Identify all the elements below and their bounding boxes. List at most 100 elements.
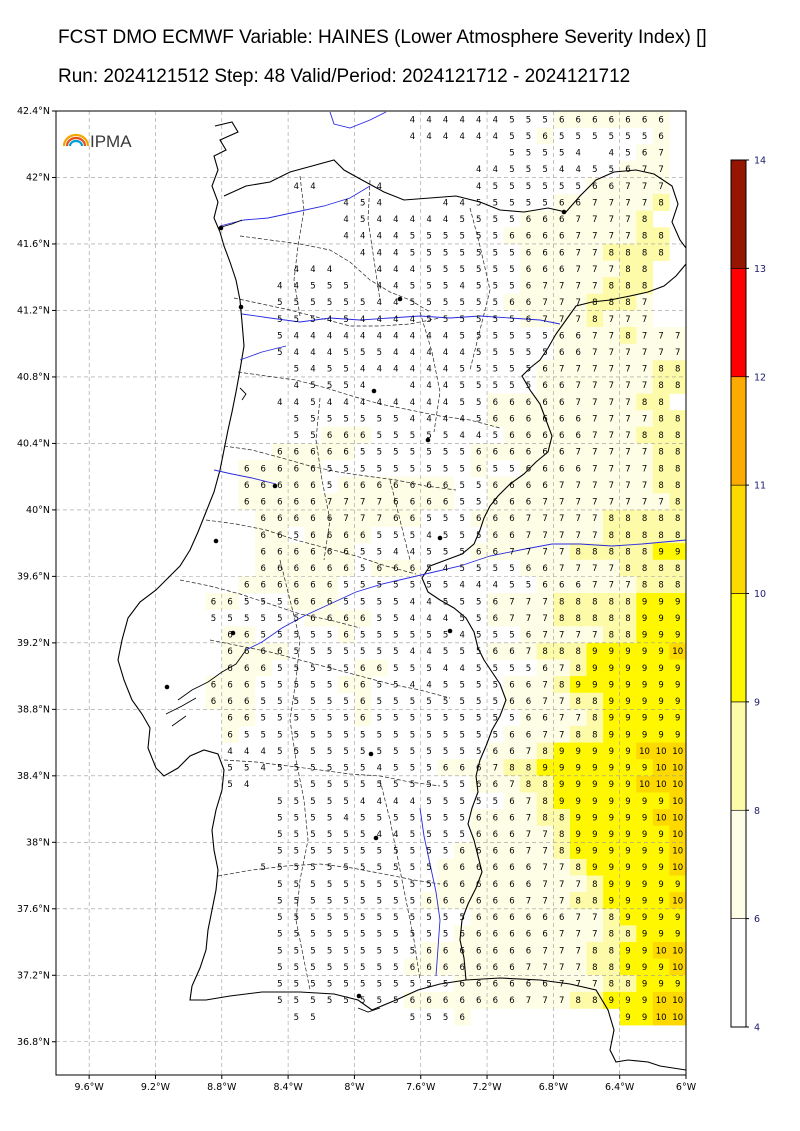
value-cell	[603, 609, 620, 627]
grid-value: 8	[542, 780, 547, 790]
colorbar-segment	[730, 484, 747, 594]
value-cell	[470, 809, 488, 826]
value-cell	[603, 825, 620, 843]
grid-value: 7	[559, 946, 564, 956]
grid-value: 10	[689, 797, 700, 807]
grid-value: 6	[526, 481, 531, 491]
grid-value: 5	[393, 996, 398, 1006]
grid-value: 6	[277, 498, 282, 508]
grid-value: 7	[592, 331, 597, 341]
grid-value: 8	[642, 232, 647, 242]
grid-value: 9	[592, 647, 597, 657]
value-cell	[487, 593, 504, 610]
value-cell	[254, 576, 272, 594]
grid-value: 9	[625, 780, 630, 790]
grid-value: 5	[377, 631, 382, 641]
grid-value: 5	[360, 730, 365, 740]
grid-value: 7	[592, 930, 597, 940]
colorbar-segment	[730, 701, 747, 811]
grid-value: 5	[310, 730, 315, 740]
value-cell	[520, 942, 538, 959]
grid-value: 6	[542, 564, 547, 574]
grid-value: 6	[493, 813, 498, 823]
value-cell	[503, 642, 521, 660]
value-cell	[669, 360, 686, 378]
value-cell	[520, 277, 538, 295]
grid-value: 4	[410, 331, 415, 341]
value-cell	[520, 393, 538, 411]
grid-value: 7	[542, 996, 547, 1006]
value-cell	[487, 526, 504, 544]
grid-value: 5	[377, 730, 382, 740]
grid-value: 7	[509, 597, 514, 607]
value-cell	[569, 742, 587, 760]
value-cell	[669, 376, 686, 394]
grid-value: 6	[509, 398, 514, 408]
colorbar-label: 11	[754, 481, 766, 492]
colorbar-label: 8	[754, 806, 760, 817]
value-cell	[603, 360, 620, 378]
grid-value: 4	[310, 348, 315, 358]
grid-value: 7	[592, 198, 597, 208]
grid-value: 6	[443, 863, 448, 873]
grid-value: 5	[426, 913, 431, 923]
grid-value: 9	[592, 847, 597, 857]
city-dot	[213, 538, 219, 544]
value-cell	[569, 825, 587, 843]
grid-value: 5	[393, 664, 398, 674]
grid-value: 5	[459, 464, 464, 474]
grid-value: 5	[509, 365, 514, 375]
grid-value: 8	[609, 298, 614, 308]
grid-value: 5	[261, 614, 266, 624]
grid-value: 7	[576, 215, 581, 225]
value-cell	[569, 626, 587, 644]
value-cell	[487, 443, 504, 461]
grid-value: 5	[526, 182, 531, 192]
grid-value: 7	[559, 996, 564, 1006]
grid-value: 5	[443, 464, 448, 474]
value-cell	[536, 875, 554, 893]
grid-value: 8	[576, 863, 581, 873]
grid-value: 4	[343, 813, 348, 823]
grid-value: 6	[360, 431, 365, 441]
value-cell	[553, 725, 571, 743]
grid-value: 6	[443, 996, 448, 1006]
grid-value: 5	[509, 664, 514, 674]
value-cell	[569, 692, 587, 710]
value-cell	[221, 642, 239, 660]
grid-value: 4	[410, 797, 415, 807]
colorbar-segment	[730, 268, 747, 378]
value-cell	[586, 775, 604, 793]
grid-value: 7	[642, 198, 647, 208]
grid-value: 6	[493, 913, 498, 923]
grid-value: 5	[410, 697, 415, 707]
grid-value: 6	[526, 631, 531, 641]
grid-value: 8	[675, 531, 680, 541]
grid-value: 5	[327, 830, 332, 840]
value-cell	[569, 676, 587, 694]
value-cell	[371, 659, 388, 677]
grid-value: 6	[360, 664, 365, 674]
value-cell	[586, 260, 604, 278]
grid-value: 5	[310, 647, 315, 657]
grid-value: 9	[559, 797, 564, 807]
value-cell	[686, 693, 703, 710]
grid-value: 4	[327, 265, 332, 275]
value-cell	[437, 991, 455, 1009]
value-cell	[536, 260, 554, 278]
value-cell	[652, 543, 670, 561]
grid-value: 9	[609, 813, 614, 823]
value-cell	[636, 576, 654, 594]
grid-value: 7	[642, 182, 647, 192]
grid-value: 4	[443, 614, 448, 624]
grid-value: 7	[675, 348, 680, 358]
grid-value: 6	[310, 564, 315, 574]
grid-value: 5	[360, 913, 365, 923]
grid-value: 5	[327, 913, 332, 923]
grid-value: 7	[642, 464, 647, 474]
value-cell	[619, 875, 637, 893]
grid-value: 4	[426, 381, 431, 391]
grid-value: 8	[625, 298, 630, 308]
value-cell	[453, 875, 471, 893]
value-cell	[487, 476, 504, 494]
